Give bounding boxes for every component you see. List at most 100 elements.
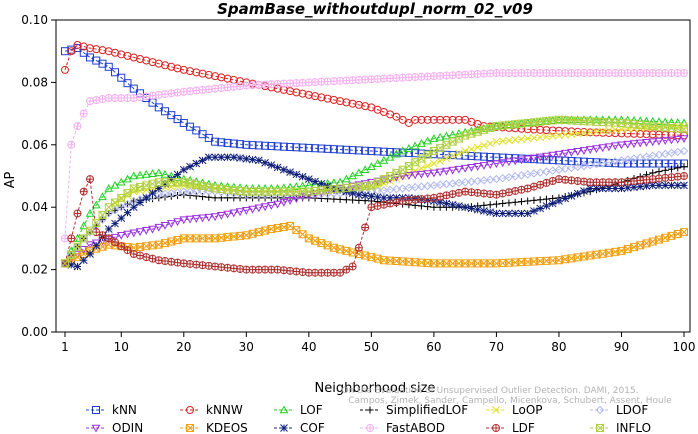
data-point: [74, 263, 81, 270]
data-point: [474, 144, 481, 151]
chart-title: SpamBase_withoutdupl_norm_02_v09: [217, 0, 533, 18]
legend-item-odin: ODIN: [86, 421, 143, 434]
data-point: [249, 156, 256, 163]
x-tick-label: 100: [673, 340, 696, 354]
data-point: [380, 194, 387, 201]
x-tick-label: 70: [489, 340, 504, 354]
legend-marker: [367, 407, 374, 414]
legend-item-kdeos: KDEOS: [180, 421, 248, 434]
data-point: [68, 141, 75, 148]
data-point: [668, 70, 675, 77]
data-point: [662, 182, 669, 189]
y-tick-label: 0.06: [21, 138, 48, 152]
legend-label: LoOP: [512, 403, 543, 417]
legend-label: INFLO: [616, 421, 651, 434]
data-point: [568, 192, 575, 199]
data-point: [681, 173, 688, 180]
data-point: [255, 157, 262, 164]
data-point: [224, 154, 231, 161]
y-tick-label: 0.08: [21, 75, 48, 89]
data-point: [268, 162, 275, 169]
data-point: [681, 182, 688, 189]
data-point: [468, 146, 475, 153]
data-point: [512, 70, 519, 77]
legend-label: LDF: [512, 421, 535, 434]
y-axis-label: AP: [3, 171, 18, 188]
data-point: [418, 202, 425, 209]
data-point: [230, 154, 237, 161]
legend-item-inflo: INFLO: [590, 421, 651, 434]
data-point: [437, 158, 444, 165]
legend-item-fastabod: FastABOD: [360, 421, 445, 434]
legend-item-knn: kNN: [86, 403, 137, 417]
legend-marker: [281, 425, 288, 432]
x-tick-label: 50: [364, 340, 379, 354]
x-tick-label: 80: [551, 340, 566, 354]
legend-label: KDEOS: [206, 421, 248, 434]
legend-item-lof: LOF: [274, 403, 323, 417]
data-point: [530, 197, 537, 204]
data-point: [374, 194, 381, 201]
legend-item-ldf: LDF: [486, 421, 535, 434]
data-point: [549, 70, 556, 77]
data-point: [524, 197, 531, 204]
data-point: [637, 70, 644, 77]
credit-title: On the Evaluation of Unsupervised Outlie…: [341, 386, 638, 396]
y-tick-label: 0.04: [21, 200, 48, 214]
data-point: [518, 198, 525, 205]
data-point: [349, 263, 356, 270]
x-tick-label: 40: [301, 340, 316, 354]
data-point: [212, 154, 219, 161]
data-point: [499, 210, 506, 217]
data-point: [430, 160, 437, 167]
data-point: [237, 155, 244, 162]
data-point: [62, 66, 69, 73]
data-point: [493, 201, 500, 208]
data-point: [199, 193, 206, 200]
data-point: [543, 202, 550, 209]
series-fastabod: [62, 70, 688, 242]
data-point: [668, 182, 675, 189]
data-point: [624, 70, 631, 77]
data-point: [562, 131, 569, 138]
data-point: [149, 190, 156, 197]
data-point: [80, 110, 87, 117]
data-point: [424, 163, 431, 170]
data-point: [143, 194, 150, 201]
data-point: [580, 187, 587, 194]
data-point: [681, 70, 688, 77]
data-point: [362, 192, 369, 199]
data-point: [93, 242, 100, 249]
data-point: [643, 70, 650, 77]
data-point: [655, 168, 662, 175]
data-point: [74, 210, 81, 217]
data-point: [87, 176, 94, 183]
data-point: [474, 206, 481, 213]
data-point: [80, 257, 87, 264]
data-point: [293, 171, 300, 178]
data-point: [368, 193, 375, 200]
legend-label: kNN: [112, 403, 137, 417]
data-point: [355, 191, 362, 198]
data-point: [493, 210, 500, 217]
x-tick-label: 20: [176, 340, 191, 354]
data-point: [537, 70, 544, 77]
data-point: [430, 204, 437, 211]
data-point: [130, 204, 137, 211]
data-point: [562, 70, 569, 77]
data-point: [562, 195, 569, 202]
y-tick-label: 0.00: [21, 325, 48, 339]
data-point: [299, 173, 306, 180]
data-point: [587, 70, 594, 77]
data-point: [137, 199, 144, 206]
data-point: [130, 197, 137, 204]
data-point: [524, 210, 531, 217]
legend-label: FastABOD: [386, 421, 445, 434]
y-tick-label: 0.10: [21, 13, 48, 27]
legend: kNN kNNW LOF SimplifiedLOF LoOP LDOFODIN KDEOS…: [86, 403, 651, 434]
x-tick-label: 90: [614, 340, 629, 354]
legend-label: SimplifiedLOF: [386, 403, 468, 417]
data-point: [612, 70, 619, 77]
legend-label: COF: [300, 421, 325, 434]
data-point: [487, 201, 494, 208]
